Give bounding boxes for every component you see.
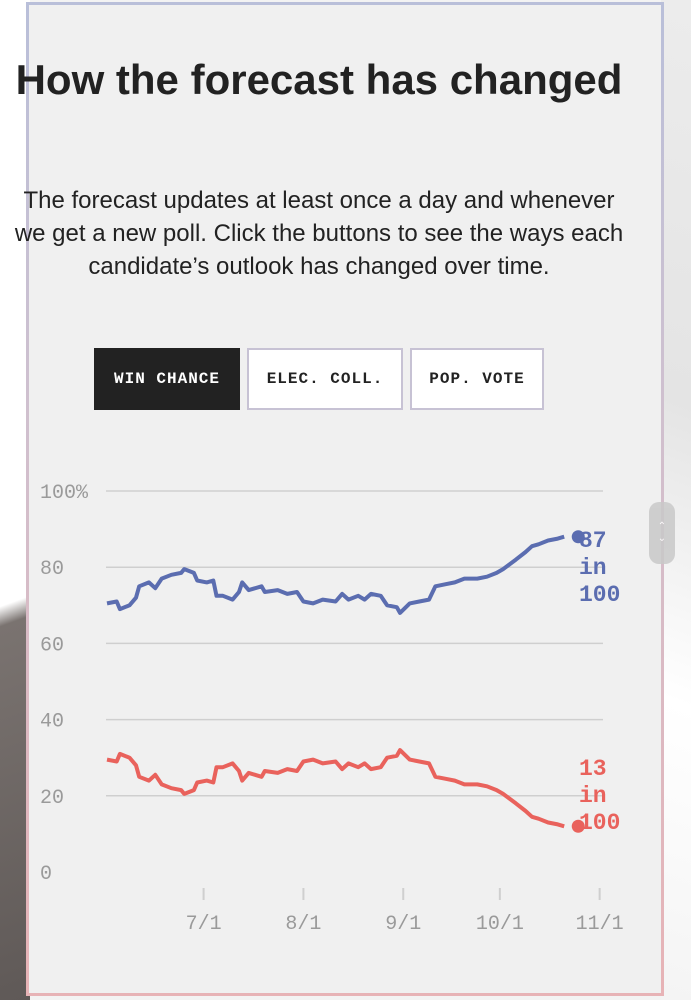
y-tick-label: 40 — [40, 711, 64, 734]
x-tick-label: 9/1 — [385, 913, 421, 936]
series-endpoint-blue — [571, 530, 585, 544]
y-tick-label: 20 — [40, 787, 64, 810]
background-left — [0, 0, 30, 1000]
x-tick-label: 10/1 — [476, 913, 524, 936]
x-tick-label: 7/1 — [186, 913, 222, 936]
series-end-label: in — [579, 555, 607, 581]
y-tick-label: 80 — [40, 558, 64, 581]
series-end-label: 13 — [579, 756, 607, 782]
series-line-blue — [106, 534, 565, 615]
scroll-handle[interactable]: ⌃ ⌄ — [649, 502, 675, 564]
series-endpoint-red — [571, 819, 585, 833]
forecast-card — [26, 2, 664, 996]
series-line-red — [106, 748, 565, 829]
series-end-label: in — [579, 783, 607, 809]
win-chance-button[interactable]: WIN CHANCE — [94, 348, 240, 410]
y-tick-label: 60 — [40, 634, 64, 657]
y-tick-label: 0 — [40, 863, 52, 886]
x-tick-label: 8/1 — [285, 913, 321, 936]
page-subtitle: The forecast updates at least once a day… — [14, 187, 624, 280]
y-tick-label: 100% — [40, 482, 89, 505]
series-end-label: 87 — [579, 528, 607, 554]
page-title: How the forecast has changed — [15, 56, 623, 103]
series-end-label: 100 — [579, 810, 620, 836]
x-tick-label: 11/1 — [576, 913, 624, 936]
popular-vote-button[interactable]: POP. VOTE — [410, 348, 544, 410]
chevron-down-icon: ⌄ — [657, 533, 667, 544]
background-right — [661, 0, 691, 1000]
chevron-up-icon: ⌃ — [657, 521, 667, 532]
series-end-label: 100 — [579, 582, 620, 608]
electoral-college-button[interactable]: ELEC. COLL. — [247, 348, 403, 410]
